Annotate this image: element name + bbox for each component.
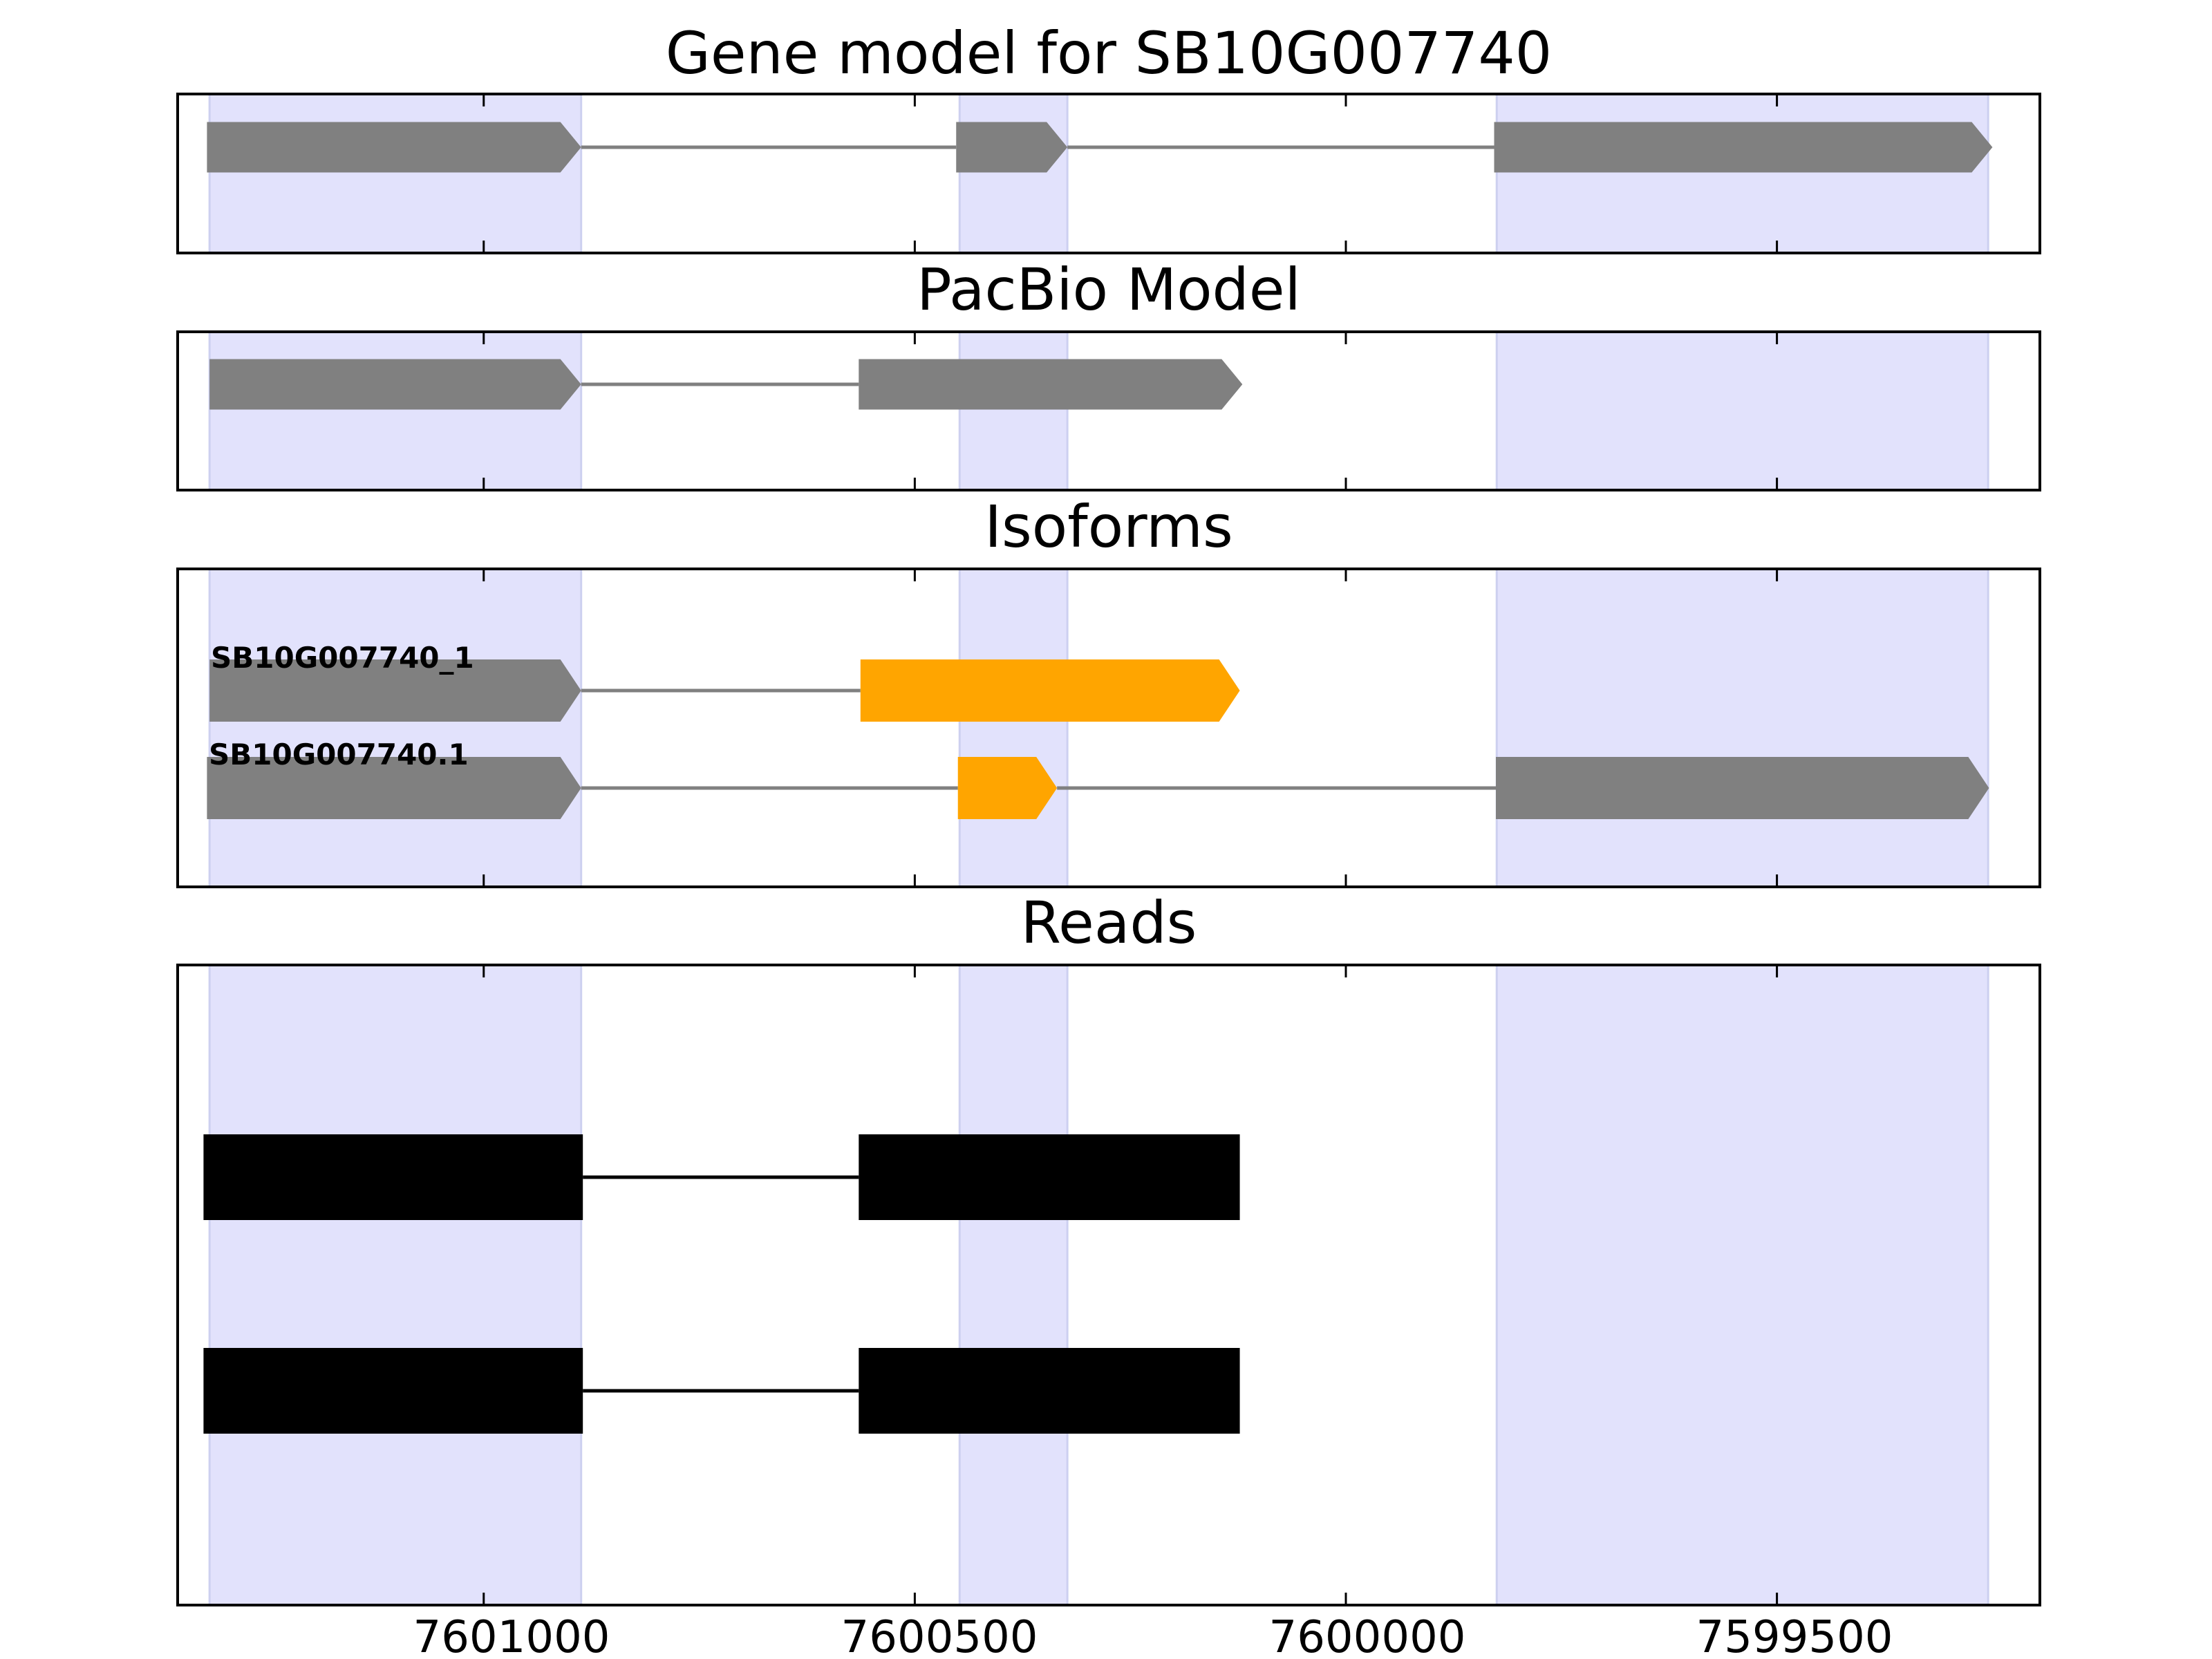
- exon-arrow: [860, 659, 1240, 722]
- title-isoforms: Isoforms: [984, 493, 1233, 561]
- exon-arrow: [957, 757, 1058, 819]
- title-gene-model: Gene model for SB10G007740: [666, 19, 1552, 87]
- read-block: [859, 1348, 1240, 1434]
- x-tick-label: 7600500: [841, 1612, 1038, 1659]
- read-block: [203, 1348, 583, 1434]
- read-block: [859, 1134, 1240, 1220]
- highlight-region: [1495, 330, 1989, 491]
- x-tick-label: 7600000: [1268, 1612, 1465, 1659]
- exon-arrow: [207, 122, 581, 173]
- exon-arrow: [209, 359, 581, 410]
- exon-arrow: [1496, 757, 1989, 819]
- isoform-label-2: SB10G007740.1: [209, 738, 469, 771]
- exon-arrow: [207, 757, 581, 819]
- exon-arrow: [859, 359, 1243, 410]
- highlight-region: [208, 93, 583, 254]
- highlight-region: [208, 964, 583, 1606]
- panel-frame: [176, 568, 2041, 888]
- panel-frame: [176, 93, 2041, 254]
- highlight-region: [1495, 93, 1989, 254]
- isoform-label-1: SB10G007740_1: [211, 641, 474, 675]
- highlight-region: [1495, 568, 1989, 888]
- tick-marks: [482, 94, 1779, 1605]
- highlight-region: [1495, 964, 1989, 1606]
- x-tick-label: 7599500: [1696, 1612, 1893, 1659]
- x-tick-label: 7601000: [413, 1612, 610, 1659]
- read-block: [203, 1134, 583, 1220]
- highlight-region: [208, 568, 583, 888]
- feature-tracks: [203, 122, 1993, 1434]
- title-reads: Reads: [1021, 889, 1197, 957]
- exon-arrow: [956, 122, 1068, 173]
- highlight-region: [208, 330, 583, 491]
- panel-frame: [176, 964, 2041, 1606]
- highlight-region: [958, 964, 1069, 1606]
- highlight-region: [958, 93, 1069, 254]
- chart-text: Gene model for SB10G007740 PacBio Model …: [209, 19, 1893, 1659]
- panel-frames: [176, 93, 2041, 1606]
- panel-frame: [176, 330, 2041, 491]
- title-pacbio-model: PacBio Model: [917, 256, 1301, 324]
- exon-arrow: [1494, 122, 1993, 173]
- highlight-regions: [208, 93, 1989, 1606]
- highlight-region: [958, 568, 1069, 888]
- exon-arrow: [209, 659, 581, 722]
- highlight-region: [958, 330, 1069, 491]
